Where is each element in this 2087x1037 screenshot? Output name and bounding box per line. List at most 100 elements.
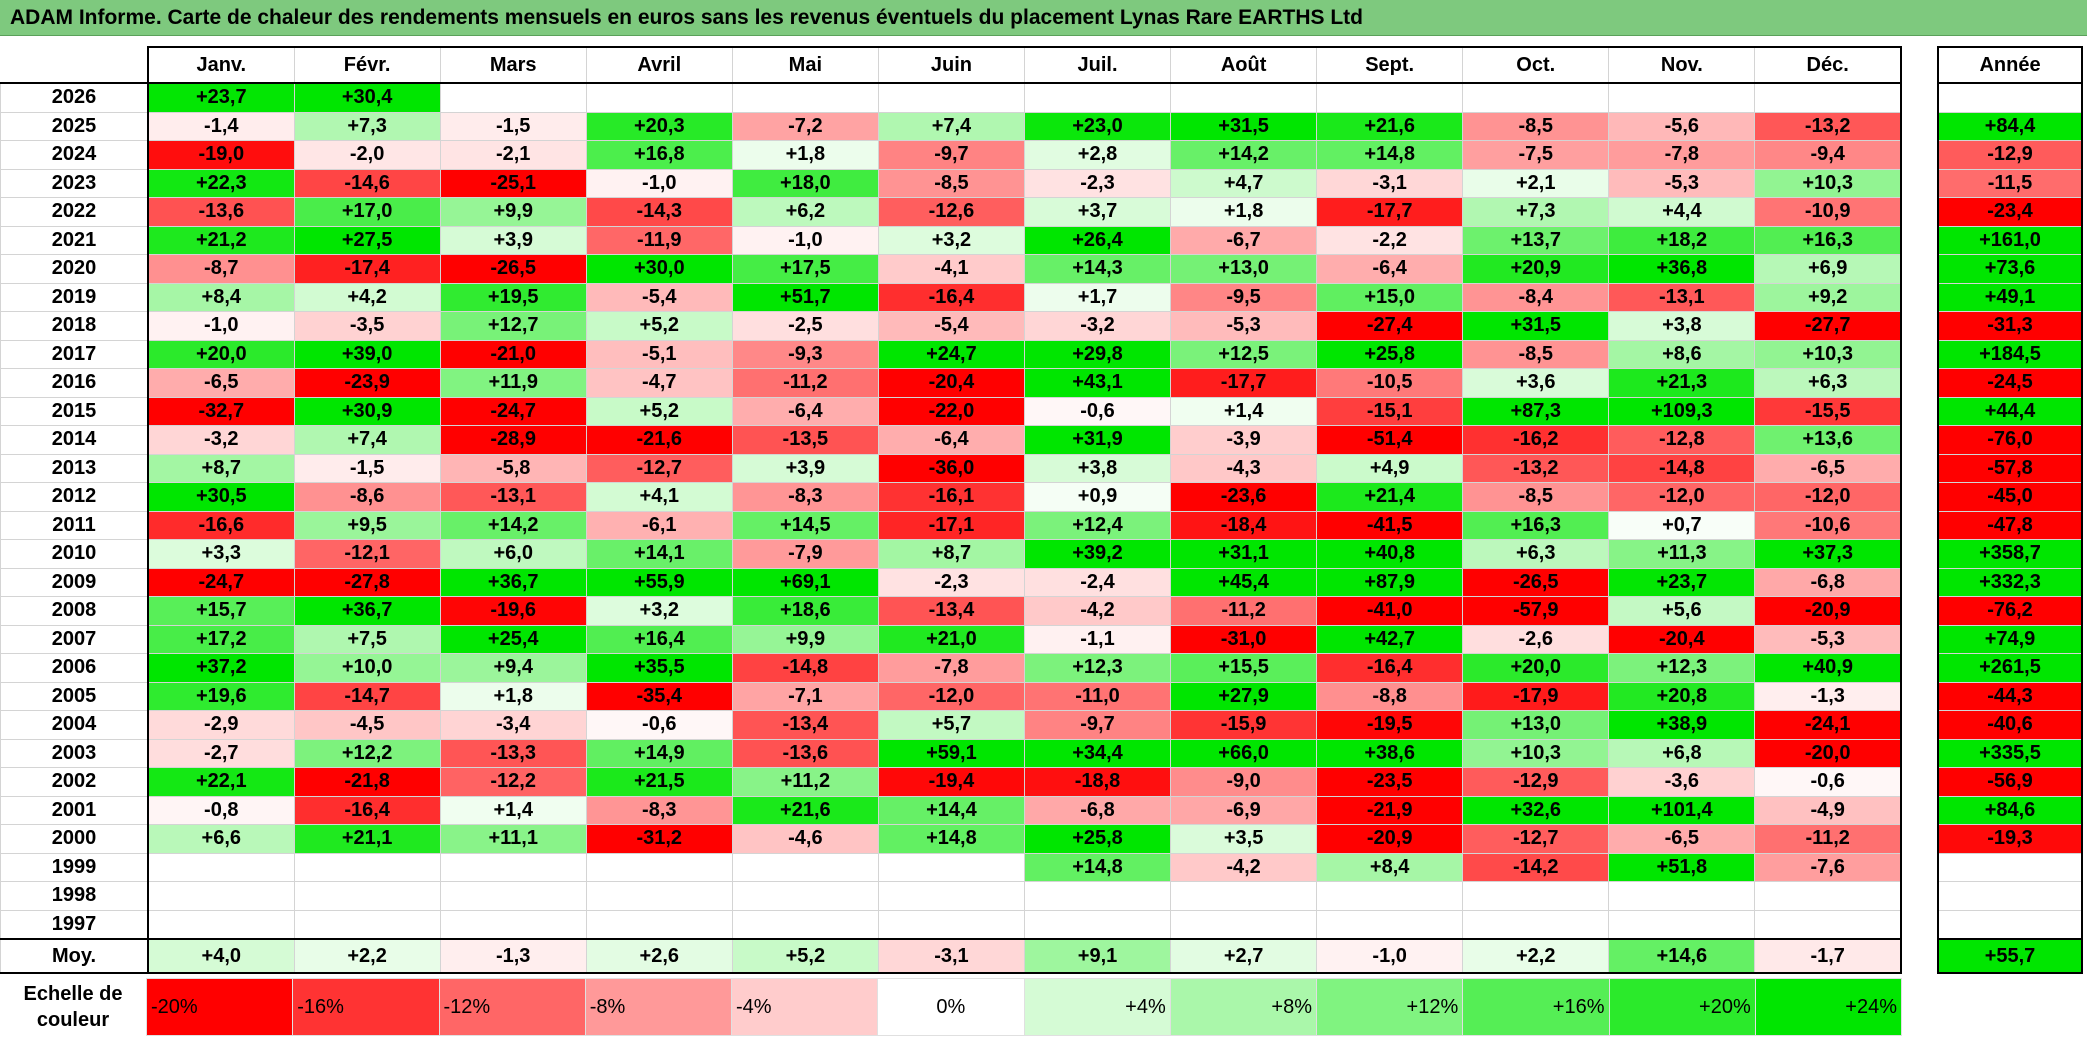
heatmap-cell: +31,1 (1170, 539, 1318, 569)
heatmap-cell: -11,2 (1170, 596, 1318, 626)
heatmap-cell (1316, 881, 1464, 911)
heatmap-cell: -23,9 (293, 368, 441, 398)
heatmap-cell: -3,4 (439, 710, 587, 740)
year-label: 2006 (0, 653, 149, 683)
heatmap-cell: -12,8 (1608, 425, 1756, 455)
header-corner (0, 46, 149, 84)
heatmap-cell (731, 82, 879, 113)
heatmap-cell: -8,3 (585, 795, 733, 825)
heatmap-cell: -11,0 (1023, 681, 1172, 711)
heatmap-cell: -31,0 (1170, 624, 1318, 654)
heatmap-cell: +7,4 (877, 111, 1025, 141)
annual-cell (1938, 852, 2082, 882)
heatmap-cell: +30,9 (293, 396, 441, 426)
heatmap-cell: -22,0 (877, 396, 1025, 426)
annual-row: -45,0 (1938, 482, 2082, 512)
heatmap-cell: +3,7 (1023, 197, 1172, 227)
heatmap-cell: -1,5 (439, 111, 587, 141)
heatmap-cell: +11,3 (1608, 539, 1756, 569)
color-scale-swatch: 0% (877, 978, 1025, 1036)
annual-row: -76,0 (1938, 425, 2082, 455)
heatmap-cell: +21,3 (1608, 368, 1756, 398)
heatmap-cell: +22,3 (146, 168, 295, 198)
heatmap-cell: +25,4 (439, 624, 587, 654)
heatmap-cell: +3,8 (1023, 453, 1172, 483)
heatmap-cell: +27,5 (293, 225, 441, 255)
heatmap-cell: +9,4 (439, 653, 587, 683)
month-header: Oct. (1462, 46, 1610, 84)
annual-cell (1938, 909, 2082, 940)
heatmap-cell: +19,6 (146, 681, 295, 711)
heatmap-cell: +1,7 (1023, 282, 1172, 312)
heatmap-cell: +5,2 (585, 311, 733, 341)
heatmap-cell: +21,6 (1316, 111, 1464, 141)
heatmap-cell: -6,7 (1170, 225, 1318, 255)
heatmap-cell: +16,8 (585, 140, 733, 170)
heatmap-cell: +4,9 (1316, 453, 1464, 483)
heatmap-cell (1462, 82, 1610, 113)
year-row: 2018 -1,0 -3,5 +12,7 +5,2 -2,5 -5,4 -3,2 -5,3 -27… (0, 311, 1903, 341)
heatmap-cell: +6,3 (1462, 539, 1610, 569)
heatmap-cell: +17,2 (146, 624, 295, 654)
month-header: Janv. (146, 46, 295, 84)
month-header: Nov. (1608, 46, 1756, 84)
heatmap-cell: +25,8 (1023, 824, 1172, 854)
heatmap-cell: +34,4 (1023, 738, 1172, 768)
heatmap-cell: -2,3 (877, 567, 1025, 597)
color-scale-swatch: +24% (1754, 978, 1903, 1036)
heatmap-cell: -6,5 (146, 368, 295, 398)
year-row: 2001 -0,8 -16,4 +1,4 -8,3 +21,6 +14,4 -6,8 -6,9-… (0, 795, 1903, 825)
heatmap-cell: +23,7 (1608, 567, 1756, 597)
monthly-returns-table: Janv. Févr. Mars Avril Mai Juin Juil. Août Sept.… (0, 46, 1903, 974)
heatmap-cell: +20,0 (146, 339, 295, 369)
heatmap-cell: -8,6 (293, 482, 441, 512)
heatmap-cell: -17,9 (1462, 681, 1610, 711)
annual-header-row: Année (1937, 46, 2083, 84)
heatmap-cell: +14,8 (1023, 852, 1172, 882)
heatmap-cell: -7,2 (731, 111, 879, 141)
heatmap-cell: +36,7 (439, 567, 587, 597)
heatmap-grid: Janv. Févr. Mars Avril Mai Juin Juil. Août Sept.… (0, 46, 1903, 974)
heatmap-cell (1023, 881, 1172, 911)
heatmap-cell (1023, 909, 1172, 940)
heatmap-cell (1462, 881, 1610, 911)
year-label: 2010 (0, 539, 149, 569)
heatmap-cell: +8,6 (1608, 339, 1756, 369)
annual-cell: -12,9 (1938, 140, 2082, 170)
heatmap-cell: -20,9 (1754, 596, 1903, 626)
annual-row (1938, 881, 2082, 911)
heatmap-cell: +14,2 (439, 510, 587, 540)
heatmap-cell (585, 909, 733, 940)
year-label: 2018 (0, 311, 149, 341)
heatmap-cell: +15,7 (146, 596, 295, 626)
month-header: Juil. (1023, 46, 1172, 84)
heatmap-cell (1170, 881, 1318, 911)
heatmap-cell: +101,4 (1608, 795, 1756, 825)
heatmap-cell: -14,3 (585, 197, 733, 227)
heatmap-cell: -24,1 (1754, 710, 1903, 740)
heatmap-cell: -4,1 (877, 254, 1025, 284)
annual-cell: -40,6 (1938, 710, 2082, 740)
heatmap-cell: -5,4 (585, 282, 733, 312)
year-label: 2003 (0, 738, 149, 768)
heatmap-cell: +3,3 (146, 539, 295, 569)
heatmap-cell: -0,6 (1023, 396, 1172, 426)
heatmap-cell: -13,2 (1462, 453, 1610, 483)
month-header: Déc. (1754, 46, 1903, 84)
heatmap-cell: +6,9 (1754, 254, 1903, 284)
heatmap-cell (1754, 881, 1903, 911)
heatmap-cell: -1,0 (731, 225, 879, 255)
heatmap-cell: -14,7 (293, 681, 441, 711)
heatmap-cell (731, 909, 879, 940)
heatmap-cell: +42,7 (1316, 624, 1464, 654)
average-cell: -1,7 (1754, 938, 1903, 974)
color-scale-swatch: +4% (1023, 978, 1171, 1036)
annual-header: Année (1937, 46, 2083, 84)
heatmap-cell: -5,3 (1608, 168, 1756, 198)
year-label: 2024 (0, 140, 149, 170)
annual-row: -31,3 (1938, 311, 2082, 341)
annual-cell: -45,0 (1938, 482, 2082, 512)
year-row: 2011 -16,6 +9,5 +14,2 -6,1 +14,5 -17,1 +12,4 -18… (0, 510, 1903, 540)
heatmap-cell: +12,7 (439, 311, 587, 341)
annual-row: -40,6 (1938, 710, 2082, 740)
